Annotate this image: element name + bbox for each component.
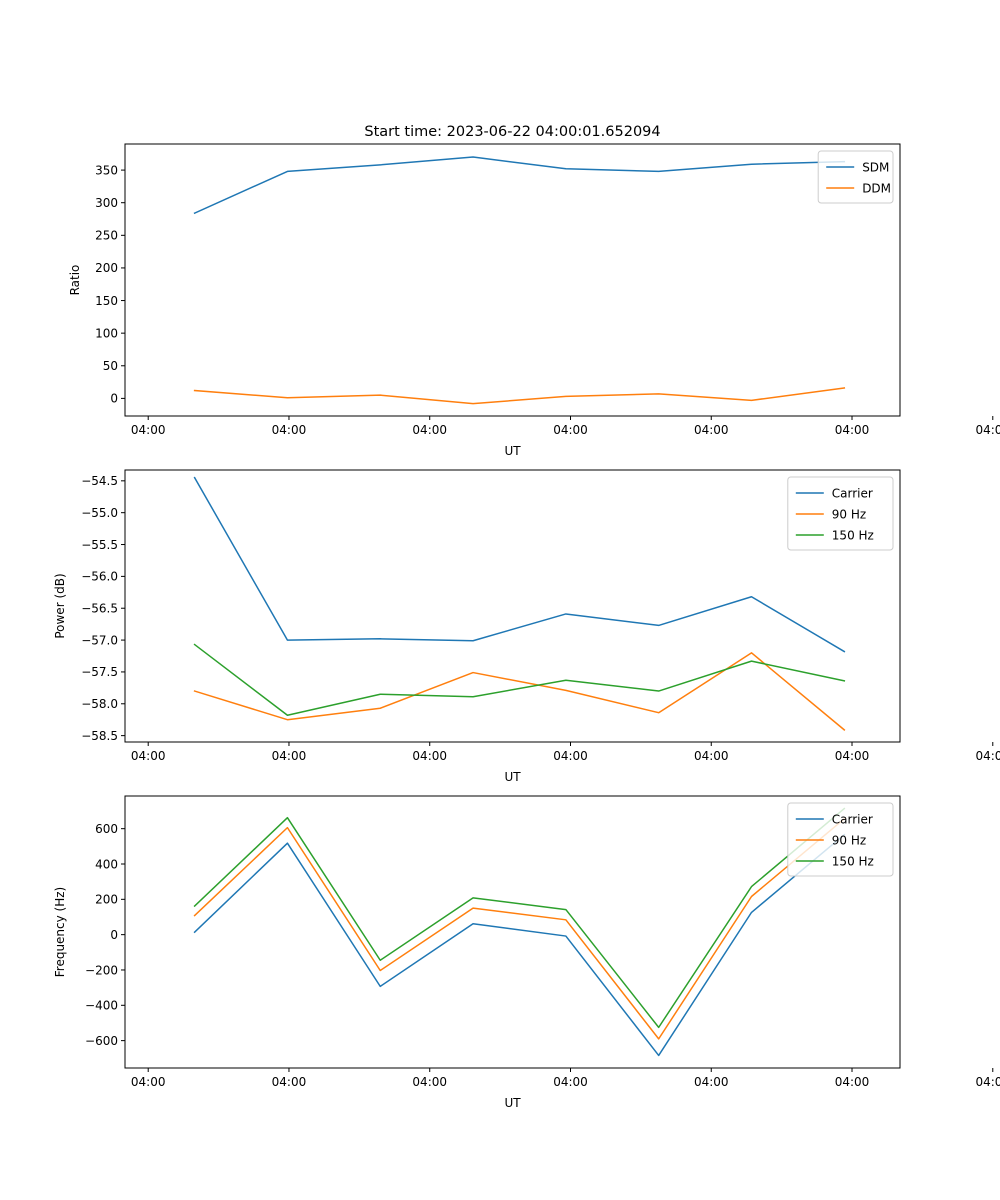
frequency-series-90-hz-line xyxy=(193,817,846,1040)
frequency-x-tick-label: 04:01 xyxy=(975,1075,1000,1089)
frequency-y-tick-label: −400 xyxy=(85,999,118,1013)
ratio-x-tick-label: 04:00 xyxy=(835,423,870,437)
frequency-y-tick-label: 200 xyxy=(95,893,118,907)
frequency-axes-frame xyxy=(124,795,901,1069)
ratio-y-tick-label: 350 xyxy=(95,163,118,177)
frequency-legend xyxy=(787,802,894,877)
frequency-subplot: 04:00 04:00 04:00 04:00 04:00 04:00 04:01 −600 −… xyxy=(53,795,1000,1110)
ratio-legend-label-sdm: SDM xyxy=(862,161,889,175)
power-y-axis-label: Power (dB) xyxy=(53,573,67,638)
frequency-x-tick-label: 04:00 xyxy=(553,1075,588,1089)
ratio-y-tick-label: 100 xyxy=(95,326,118,340)
frequency-x-tick-label: 04:00 xyxy=(272,1075,307,1089)
ratio-y-axis-label: Ratio xyxy=(68,265,82,296)
power-series-carrier-line xyxy=(193,476,846,653)
ratio-x-axis-label: UT xyxy=(504,444,521,458)
power-y-tick-label: −57.0 xyxy=(81,633,118,647)
power-x-tick-label: 04:01 xyxy=(975,749,1000,763)
frequency-x-axis-label: UT xyxy=(504,1096,521,1110)
power-legend-label-carrier: Carrier xyxy=(832,487,873,501)
ratio-legend-label-ddm: DDM xyxy=(862,182,891,196)
power-axes-frame xyxy=(124,469,901,743)
ratio-x-tick-label: 04:00 xyxy=(694,423,729,437)
frequency-legend-label-90-hz: 90 Hz xyxy=(832,834,866,848)
figure-title: Start time: 2023-06-22 04:00:01.652094 xyxy=(364,124,660,140)
ratio-y-tick-label: 200 xyxy=(95,261,118,275)
frequency-y-tick-label: 0 xyxy=(110,928,118,942)
ratio-y-tick-label: 300 xyxy=(95,196,118,210)
ratio-x-tick-label: 04:00 xyxy=(412,423,447,437)
ratio-x-tick-label: 04:00 xyxy=(272,423,307,437)
ratio-axes-frame xyxy=(124,143,901,417)
power-legend-label-150-hz: 150 Hz xyxy=(832,529,874,543)
frequency-x-tick-label: 04:00 xyxy=(835,1075,870,1089)
ratio-y-tick-label: 150 xyxy=(95,294,118,308)
ratio-x-tick-label: 04:00 xyxy=(553,423,588,437)
power-series-90-hz-line xyxy=(193,652,846,731)
power-x-tick-label: 04:00 xyxy=(131,749,166,763)
power-x-tick-label: 04:00 xyxy=(694,749,729,763)
power-y-tick-label: −55.5 xyxy=(81,538,118,552)
power-x-tick-label: 04:00 xyxy=(412,749,447,763)
ratio-y-tick-label: 0 xyxy=(110,392,118,406)
power-y-tick-label: −54.5 xyxy=(81,474,118,488)
power-x-tick-label: 04:00 xyxy=(553,749,588,763)
power-legend-label-90-hz: 90 Hz xyxy=(832,508,866,522)
power-series-150-hz-line xyxy=(193,643,846,716)
power-y-tick-label: −56.5 xyxy=(81,602,118,616)
frequency-y-tick-label: 600 xyxy=(95,822,118,836)
ratio-subplot: 04:00 04:00 04:00 04:00 04:00 04:00 04:01 0 50 10… xyxy=(68,143,1000,458)
frequency-y-tick-label: −200 xyxy=(85,963,118,977)
ratio-x-tick-label: 04:01 xyxy=(975,423,1000,437)
power-legend xyxy=(787,476,894,551)
ratio-y-tick-label: 50 xyxy=(103,359,118,373)
power-y-tick-label: −58.0 xyxy=(81,697,118,711)
frequency-y-tick-label: −600 xyxy=(85,1034,118,1048)
power-y-tick-label: −58.5 xyxy=(81,729,118,743)
ratio-series-sdm-line xyxy=(193,156,846,215)
frequency-y-tick-label: 400 xyxy=(95,857,118,871)
frequency-x-tick-label: 04:00 xyxy=(131,1075,166,1089)
frequency-series-carrier-line xyxy=(193,833,846,1057)
power-x-axis-label: UT xyxy=(504,770,521,784)
ratio-series-ddm-line xyxy=(193,387,846,405)
frequency-y-axis-label: Frequency (Hz) xyxy=(53,887,67,978)
power-x-tick-label: 04:00 xyxy=(272,749,307,763)
frequency-legend-label-carrier: Carrier xyxy=(832,813,873,827)
frequency-series-150-hz-line xyxy=(193,807,846,1029)
ratio-x-tick-label: 04:00 xyxy=(131,423,166,437)
power-y-tick-label: −56.0 xyxy=(81,570,118,584)
power-subplot: 04:00 04:00 04:00 04:00 04:00 04:00 04:01 −58.5… xyxy=(53,469,1000,784)
power-y-tick-label: −57.5 xyxy=(81,665,118,679)
power-y-tick-label: −55.0 xyxy=(81,506,118,520)
frequency-x-tick-label: 04:00 xyxy=(694,1075,729,1089)
frequency-x-tick-label: 04:00 xyxy=(412,1075,447,1089)
frequency-legend-label-150-hz: 150 Hz xyxy=(832,855,874,869)
ratio-legend xyxy=(817,150,894,204)
power-x-tick-label: 04:00 xyxy=(835,749,870,763)
ratio-y-tick-label: 250 xyxy=(95,229,118,243)
